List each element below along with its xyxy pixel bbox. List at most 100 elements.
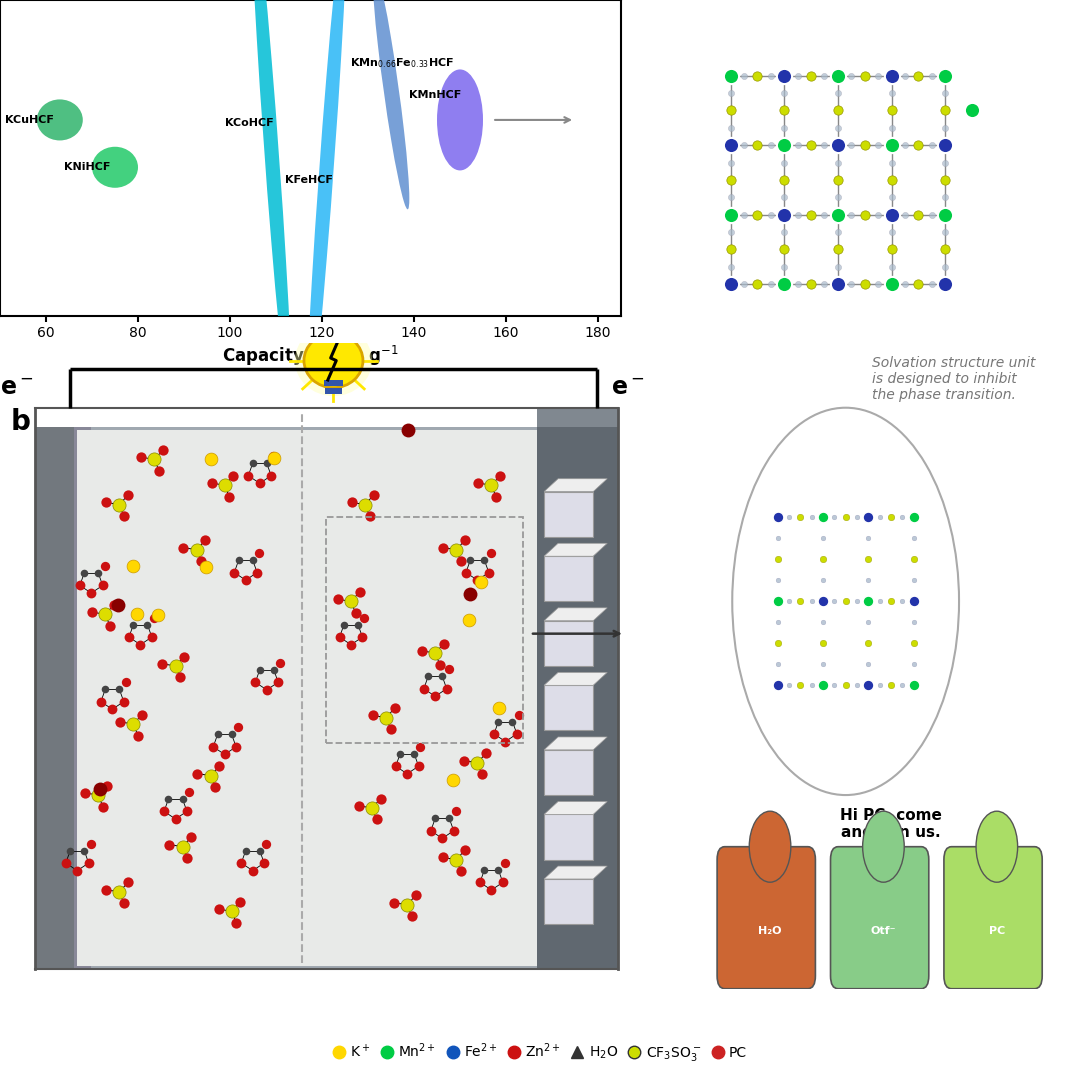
Point bbox=[814, 614, 832, 631]
Polygon shape bbox=[537, 408, 618, 428]
Point bbox=[271, 654, 288, 671]
Polygon shape bbox=[544, 866, 607, 879]
Point bbox=[419, 668, 436, 685]
Point bbox=[814, 677, 832, 694]
Point bbox=[133, 448, 150, 466]
Point bbox=[923, 136, 941, 153]
Point bbox=[802, 67, 820, 85]
Point bbox=[936, 206, 954, 223]
Point bbox=[490, 862, 508, 879]
Point bbox=[198, 558, 215, 576]
Point bbox=[347, 604, 364, 621]
FancyBboxPatch shape bbox=[544, 879, 593, 924]
Point bbox=[882, 223, 900, 240]
Point bbox=[815, 206, 833, 223]
Point bbox=[224, 726, 241, 743]
Text: KFeHCF: KFeHCF bbox=[285, 175, 333, 185]
Point bbox=[117, 673, 134, 691]
Polygon shape bbox=[544, 672, 607, 685]
Point bbox=[470, 474, 487, 492]
Bar bbox=[35, 428, 73, 969]
Point bbox=[124, 616, 141, 633]
Point bbox=[849, 593, 866, 610]
Point bbox=[882, 275, 900, 293]
Point bbox=[240, 467, 257, 484]
Point bbox=[216, 477, 233, 494]
Polygon shape bbox=[35, 428, 91, 969]
Point bbox=[91, 780, 108, 798]
Point bbox=[814, 571, 832, 589]
Point bbox=[936, 85, 954, 102]
Point bbox=[350, 798, 367, 815]
Bar bbox=[78, 431, 537, 966]
Point bbox=[203, 450, 220, 468]
Point bbox=[815, 275, 833, 293]
Ellipse shape bbox=[251, 0, 292, 412]
Point bbox=[837, 509, 854, 527]
Point bbox=[475, 862, 492, 879]
Point bbox=[905, 593, 922, 610]
Point bbox=[485, 726, 502, 743]
Point bbox=[748, 136, 766, 153]
Point bbox=[473, 573, 490, 591]
Point bbox=[721, 240, 739, 258]
Point bbox=[869, 275, 887, 293]
Point bbox=[860, 614, 877, 631]
Point bbox=[829, 67, 847, 85]
Point bbox=[400, 421, 417, 438]
Point bbox=[354, 629, 372, 646]
Point bbox=[146, 450, 163, 468]
Point bbox=[769, 634, 786, 652]
Point bbox=[104, 701, 121, 718]
FancyBboxPatch shape bbox=[831, 846, 929, 989]
Point bbox=[802, 275, 820, 293]
Point bbox=[780, 593, 797, 610]
Point bbox=[497, 733, 514, 751]
Point bbox=[469, 754, 486, 771]
Point bbox=[427, 688, 444, 705]
Point bbox=[860, 634, 877, 652]
Point bbox=[445, 823, 462, 840]
Point bbox=[71, 577, 89, 594]
Point bbox=[192, 553, 210, 570]
Point bbox=[775, 258, 793, 275]
Point bbox=[882, 85, 900, 102]
Text: H₂O: H₂O bbox=[758, 926, 782, 936]
Point bbox=[905, 634, 922, 652]
Ellipse shape bbox=[437, 70, 483, 171]
Point bbox=[769, 509, 786, 527]
Circle shape bbox=[303, 334, 363, 387]
Point bbox=[94, 798, 111, 815]
Point bbox=[368, 811, 386, 828]
Point bbox=[257, 834, 274, 852]
Point bbox=[461, 585, 478, 603]
Text: e$^-$: e$^-$ bbox=[611, 376, 645, 400]
Point bbox=[802, 136, 820, 153]
Point bbox=[856, 67, 874, 85]
Point bbox=[896, 206, 914, 223]
Ellipse shape bbox=[92, 147, 138, 188]
Ellipse shape bbox=[373, 0, 409, 209]
Point bbox=[222, 903, 240, 920]
Point bbox=[124, 558, 141, 576]
Point bbox=[342, 636, 360, 654]
Point bbox=[228, 738, 245, 755]
Point bbox=[133, 706, 150, 724]
Point bbox=[386, 700, 403, 717]
Point bbox=[330, 629, 348, 646]
Point bbox=[77, 784, 94, 802]
Point bbox=[882, 240, 900, 258]
Point bbox=[407, 887, 424, 904]
Point bbox=[882, 67, 900, 85]
Point bbox=[220, 489, 238, 506]
Point bbox=[238, 571, 255, 589]
Point bbox=[936, 171, 954, 188]
Point bbox=[111, 883, 127, 901]
Point bbox=[94, 577, 111, 594]
Text: KMn$_{0.66}$Fe$_{0.33}$HCF: KMn$_{0.66}$Fe$_{0.33}$HCF bbox=[350, 57, 454, 70]
Point bbox=[882, 188, 900, 206]
Point bbox=[456, 532, 473, 549]
Point bbox=[83, 604, 100, 621]
Point bbox=[110, 596, 127, 614]
Text: Hi PC, come
and join us.: Hi PC, come and join us. bbox=[840, 808, 942, 840]
